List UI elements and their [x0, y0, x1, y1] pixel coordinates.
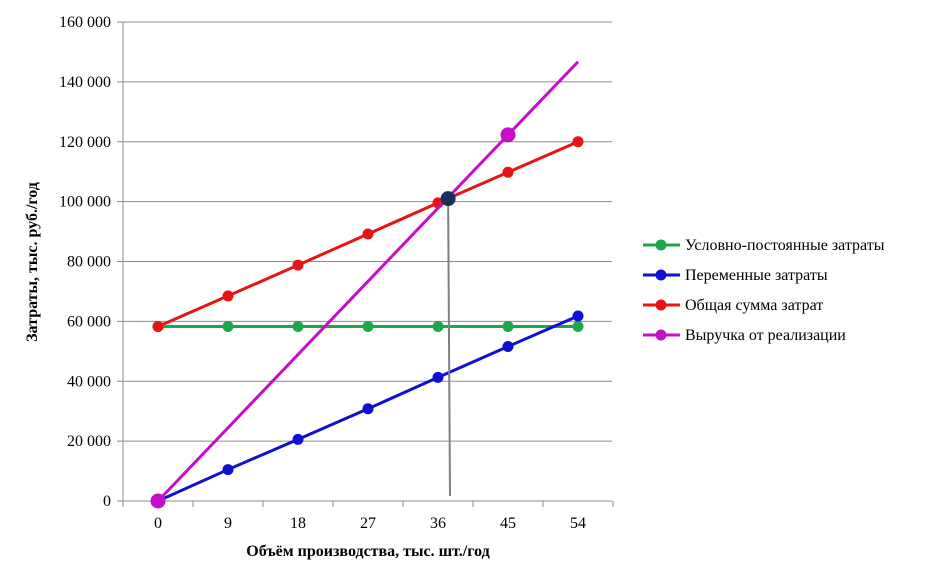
x-tick-labels: 0 9 18 27 36 45 54: [154, 515, 586, 532]
data-point: [500, 127, 516, 143]
x-tick-label: 9: [224, 515, 232, 532]
x-tick-label: 0: [154, 515, 162, 532]
y-tick-labels: 0 20 000 40 000 60 000 80 000 100 000 120 000 1…: [59, 14, 111, 510]
data-point: [152, 320, 164, 332]
data-point: [362, 228, 374, 240]
legend-label: Выручка от реализации: [685, 327, 846, 344]
annotations-layer: [440, 191, 456, 497]
y-tick-label: 0: [103, 493, 111, 510]
axes: [122, 22, 614, 507]
x-tick-label: 54: [570, 515, 586, 532]
data-point: [222, 464, 234, 476]
y-tick-label: 20 000: [67, 433, 111, 450]
x-tick-label: 45: [500, 515, 516, 532]
data-point: [362, 403, 374, 415]
data-point: [572, 320, 584, 332]
series-layer: [150, 60, 584, 509]
y-tick-label: 160 000: [59, 14, 111, 31]
y-tick-label: 80 000: [67, 254, 111, 271]
data-point: [292, 259, 304, 271]
data-point: [432, 320, 444, 332]
y-tick-label: 120 000: [59, 134, 111, 151]
data-point: [572, 310, 584, 322]
data-point: [502, 320, 514, 332]
data-point: [292, 433, 304, 445]
x-tick-label: 18: [290, 515, 306, 532]
data-point: [150, 493, 166, 509]
break-even-point: [440, 191, 456, 207]
legend-label: Переменные затраты: [685, 267, 828, 284]
data-point: [502, 341, 514, 353]
y-tick-label: 40 000: [67, 373, 111, 390]
data-point: [292, 320, 304, 332]
y-tick-label: 60 000: [67, 313, 111, 330]
legend-swatch-marker: [655, 299, 667, 311]
data-point: [362, 320, 374, 332]
legend: Условно-постоянные затраты Переменные зат…: [643, 237, 885, 344]
legend-label: Общая сумма затрат: [685, 297, 823, 314]
data-point: [222, 320, 234, 332]
series-line-3: [156, 60, 580, 503]
break-even-drop-line: [447, 198, 451, 497]
y-tick-label: 140 000: [59, 74, 111, 91]
x-tick-label: 27: [360, 515, 376, 532]
legend-swatch-marker: [655, 239, 667, 251]
legend-swatch-marker: [655, 329, 667, 341]
legend-swatch-marker: [655, 269, 667, 281]
x-axis-title: Объём производства, тыс. шт./год: [246, 543, 489, 560]
legend-label: Условно-постоянные затраты: [685, 237, 885, 254]
gridlines: [117, 21, 612, 502]
y-tick-label: 100 000: [59, 194, 111, 211]
data-point: [432, 371, 444, 383]
data-point: [572, 136, 584, 148]
data-point: [222, 290, 234, 302]
x-tick-label: 36: [430, 515, 446, 532]
y-axis-title: Затраты, тыс. руб./год: [24, 182, 41, 342]
data-point: [502, 166, 514, 178]
